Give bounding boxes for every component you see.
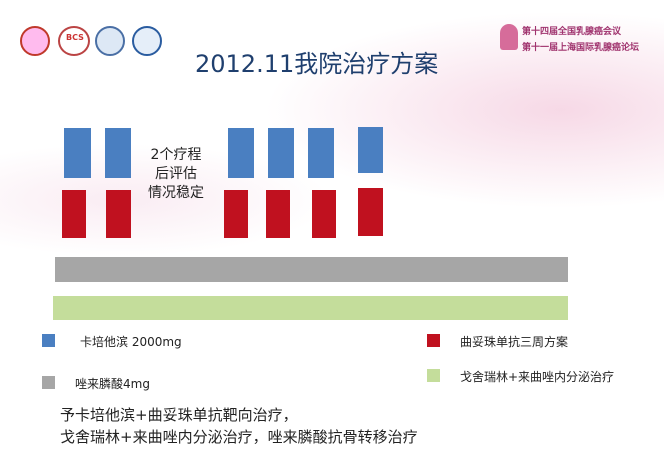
note-line: 后评估: [155, 166, 197, 182]
block: [266, 190, 290, 238]
block: [64, 128, 91, 178]
block: [105, 128, 131, 178]
legend-label: 曲妥珠单抗三周方案: [460, 335, 569, 349]
logo: [58, 26, 90, 56]
title: 2012.11我院治疗方案: [195, 50, 439, 78]
block: [312, 190, 336, 238]
bar: [55, 257, 568, 282]
legend-swatch: [427, 369, 440, 382]
block: [106, 190, 131, 238]
block: [358, 188, 383, 236]
block: [358, 127, 383, 173]
logo: [132, 26, 162, 56]
note: 2个疗程 后评估 情况稳定: [148, 146, 204, 203]
conference-line: 第十四届全国乳腺癌会议: [522, 27, 622, 37]
block: [308, 128, 334, 178]
legend-label: 唑来膦酸4mg: [75, 377, 150, 391]
logo-text: BCS: [66, 33, 84, 42]
logo: [20, 26, 50, 56]
legend-swatch: [427, 334, 440, 347]
legend-label: 卡培他滨 2000mg: [80, 335, 182, 349]
logo: [95, 26, 125, 56]
legend-label: 戈舍瑞林+来曲唑内分泌治疗: [460, 370, 615, 384]
block: [268, 128, 294, 178]
note-line: 情况稳定: [148, 185, 204, 201]
bar: [53, 296, 568, 320]
conference-line: 第十一届上海国际乳腺癌论坛: [522, 43, 640, 53]
legend-swatch: [42, 376, 55, 389]
legend-swatch: [42, 334, 55, 347]
block: [224, 190, 248, 238]
logo: [500, 24, 518, 50]
block: [228, 128, 254, 178]
summary-line: 戈舍瑞林+来曲唑内分泌治疗，唑来膦酸抗骨转移治疗: [60, 428, 418, 446]
block: [62, 190, 86, 238]
note-line: 2个疗程: [150, 147, 202, 163]
summary-line: 予卡培他滨+曲妥珠单抗靶向治疗，: [60, 406, 298, 424]
